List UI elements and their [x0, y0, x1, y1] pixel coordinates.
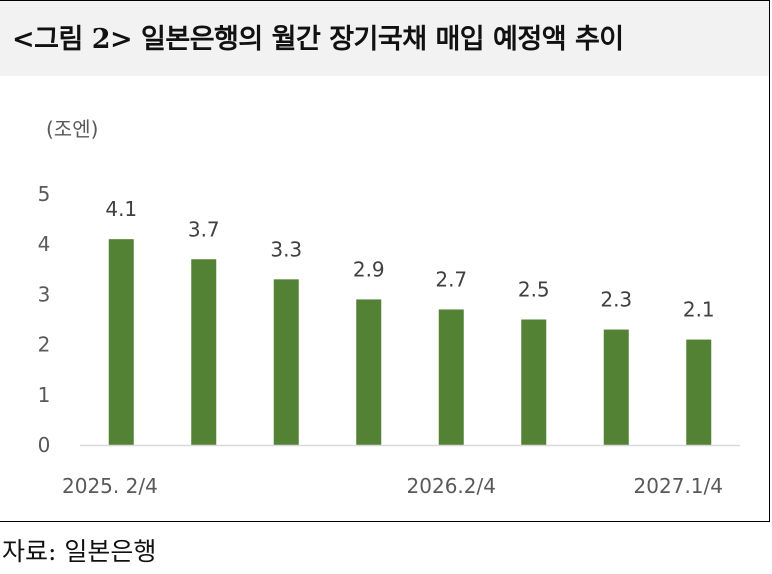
data-label: 3.7	[188, 217, 220, 241]
bar	[356, 299, 382, 445]
y-tick-label: 1	[38, 383, 51, 407]
bar	[686, 339, 712, 445]
x-tick-label: 2025. 2/4	[62, 474, 158, 498]
data-label: 2.5	[518, 278, 550, 302]
data-label: 2.1	[683, 298, 715, 322]
data-label: 2.7	[435, 267, 467, 291]
y-tick-label: 2	[38, 333, 51, 357]
source-note: 자료: 일본은행	[2, 537, 157, 566]
title-bar: <그림 2> 일본은행의 월간 장기국채 매입 예정액 추이	[0, 1, 769, 76]
bar	[603, 329, 629, 445]
bar	[521, 319, 547, 445]
y-tick-label: 4	[38, 232, 51, 256]
data-label: 4.1	[105, 197, 137, 221]
bar-chart: 0 1 2 3 4 5 4.1 3.7 3.3 2.9 2.7 2.5 2.3 2.1 2025. 2/4 2…	[38, 182, 740, 498]
data-label: 3.3	[270, 237, 302, 261]
y-tick-label: 5	[38, 182, 51, 206]
y-tick-label: 3	[38, 282, 51, 306]
y-tick-label: 0	[38, 433, 51, 457]
y-unit-label: (조엔)	[46, 117, 99, 141]
chart-frame: <그림 2> 일본은행의 월간 장기국채 매입 예정액 추이 (조엔) 0 1 2 3…	[0, 0, 770, 522]
data-label: 2.9	[353, 257, 385, 281]
x-tick-label: 2026.2/4	[407, 474, 496, 498]
x-tick-label: 2027.1/4	[634, 474, 723, 498]
bar	[273, 279, 299, 445]
bar	[191, 259, 217, 445]
bar	[438, 309, 464, 445]
chart-title: <그림 2> 일본은행의 월간 장기국채 매입 예정액 추이	[12, 24, 624, 55]
data-label: 2.3	[600, 288, 632, 312]
bar	[108, 239, 134, 445]
